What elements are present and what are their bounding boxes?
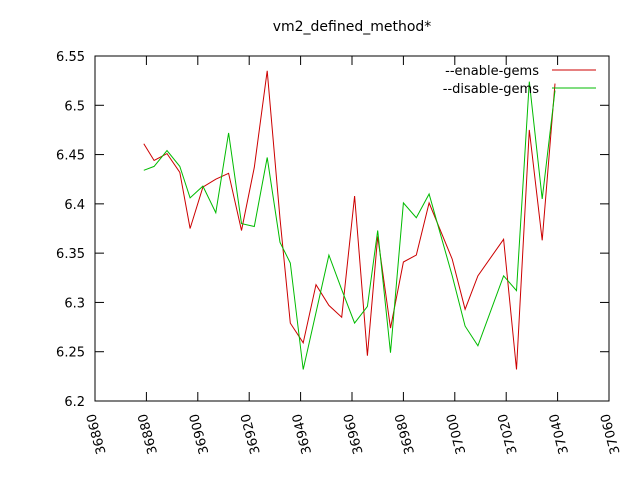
legend-label: --enable-gems: [445, 64, 539, 79]
chart-title: vm2_defined_method*: [273, 19, 432, 35]
y-tick-label: 6.25: [56, 346, 85, 361]
y-tick-label: 6.35: [56, 247, 85, 262]
legend-label: --disable-gems: [443, 82, 539, 97]
y-tick-label: 6.4: [64, 198, 85, 213]
y-tick-label: 6.55: [56, 50, 85, 65]
series-layer: [143, 70, 556, 370]
series-line-enable-gems: [143, 70, 556, 370]
y-tick-label: 6.2: [64, 395, 85, 410]
plot-frame: [94, 55, 610, 402]
legend: --enable-gems --disable-gems: [443, 64, 596, 97]
series-line-disable-gems: [143, 81, 556, 370]
y-tick-label: 6.3: [64, 296, 85, 311]
y-tick-label: 6.45: [56, 149, 85, 164]
y-tick-label: 6.5: [64, 99, 85, 114]
